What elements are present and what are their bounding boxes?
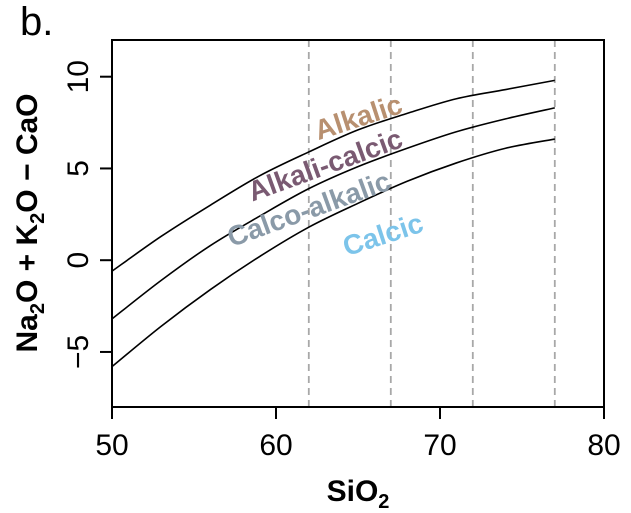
series-curves xyxy=(111,79,555,368)
x-tick-label-70: 70 xyxy=(423,429,456,462)
y-tick-label-1: 0 xyxy=(62,252,95,269)
x-tick-label-60: 60 xyxy=(259,429,292,462)
y-axis: −5 0 5 10 xyxy=(62,60,112,369)
x-tick-label-50: 50 xyxy=(95,429,128,462)
plot-frame xyxy=(111,39,605,408)
x-axis-title: SiO2 xyxy=(327,475,390,513)
reference-lines xyxy=(307,40,556,407)
x-axis: 50 60 70 80 xyxy=(95,407,621,462)
x-tick-label-80: 80 xyxy=(587,429,620,462)
boundary-curve-1 xyxy=(111,107,555,320)
y-axis-title: Na2O + K2O − CaO xyxy=(11,93,49,352)
y-tick-label-2: 5 xyxy=(62,160,95,177)
boundary-curve-2 xyxy=(111,138,555,368)
panel-label: b. xyxy=(20,0,54,44)
y-tick-label-0: −5 xyxy=(62,335,95,369)
region-label-3: Calcic xyxy=(339,207,427,262)
boundary-curve-0 xyxy=(111,79,555,272)
y-tick-label-3: 10 xyxy=(62,60,95,93)
